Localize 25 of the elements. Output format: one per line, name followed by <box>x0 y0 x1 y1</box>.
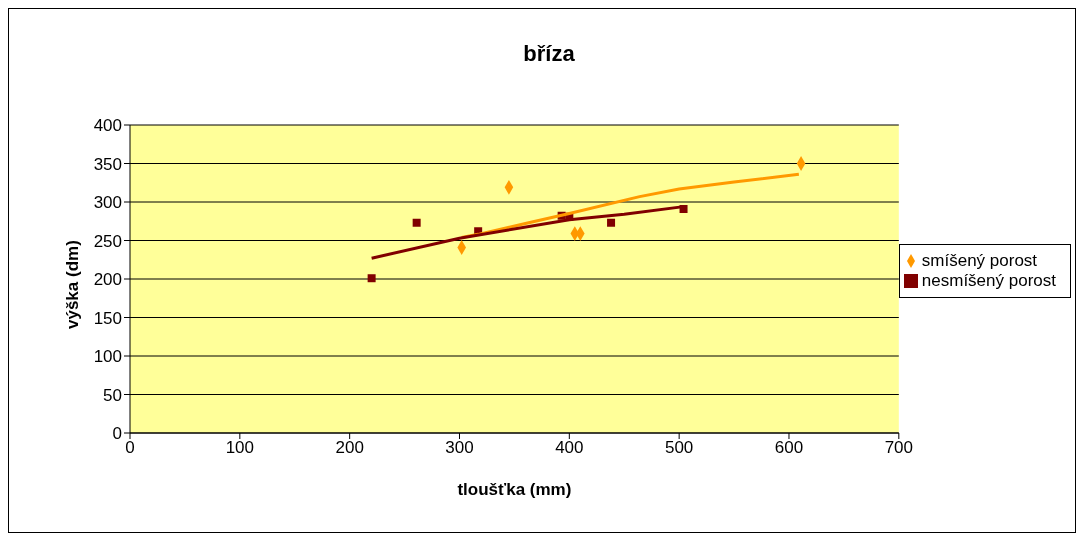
y-tick-label: 400 <box>93 116 122 136</box>
y-tick-label: 300 <box>93 193 122 213</box>
x-tick-label: 0 <box>125 438 135 458</box>
point <box>367 274 376 283</box>
point <box>607 218 616 227</box>
y-tick-label: 0 <box>112 424 122 444</box>
legend-label: smíšený porost <box>921 250 1038 270</box>
x-tick-label: 700 <box>884 438 913 458</box>
y-tick-label: 50 <box>103 385 122 405</box>
legend-label: nesmíšený porost <box>921 270 1056 290</box>
y-tick-label: 200 <box>93 270 122 290</box>
x-tick-label: 200 <box>335 438 364 458</box>
y-axis-title: výška (dm) <box>63 240 83 329</box>
x-tick-label: 400 <box>555 438 584 458</box>
x-tick-label: 300 <box>445 438 474 458</box>
y-tick-label: 350 <box>93 154 122 174</box>
x-tick-label: 600 <box>774 438 804 458</box>
x-tick-label: 100 <box>225 438 255 458</box>
y-tick-label: 100 <box>93 347 122 367</box>
y-tick-label: 150 <box>93 308 122 328</box>
x-tick-label: 500 <box>664 438 694 458</box>
x-axis-title: tloušťka (mm) <box>457 480 572 499</box>
y-tick-label: 250 <box>93 231 122 251</box>
point <box>412 218 421 227</box>
chart-title: bříza <box>522 41 576 67</box>
